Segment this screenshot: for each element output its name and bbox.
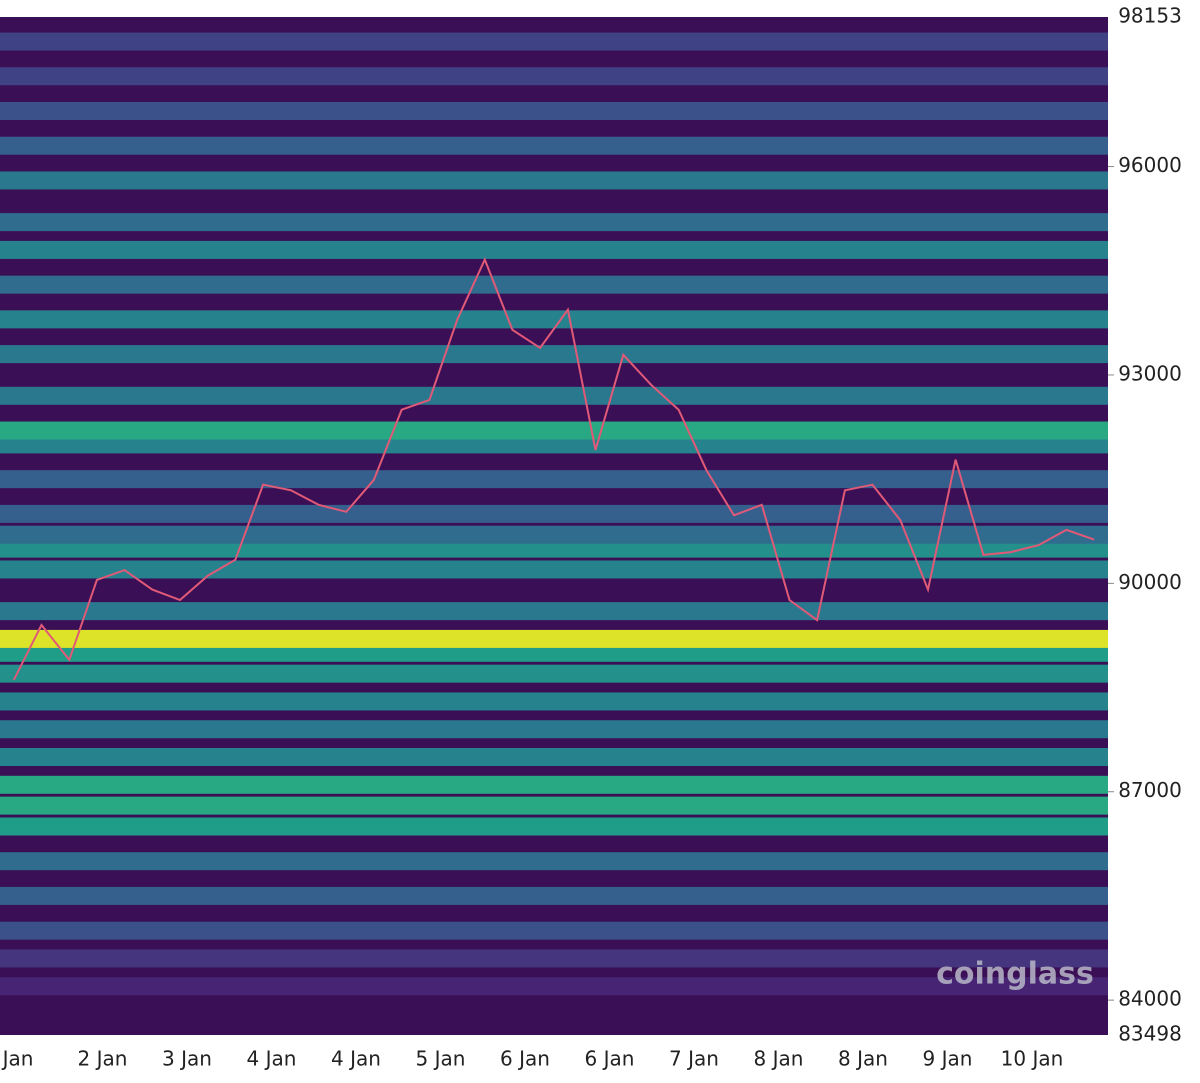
liquidation-band xyxy=(0,310,1108,329)
liquidation-band xyxy=(0,977,1108,996)
x-tick-label: 7 Jan xyxy=(669,1047,719,1071)
liquidation-band xyxy=(0,525,1108,544)
y-tick-label: 93000 xyxy=(1118,361,1182,385)
liquidation-band xyxy=(0,796,1108,815)
x-tick-label: 2 Jan xyxy=(78,1047,128,1071)
liquidation-band xyxy=(0,560,1108,579)
liquidation-band xyxy=(0,643,1108,662)
liquidation-band xyxy=(0,240,1108,259)
liquidation-band xyxy=(0,629,1108,648)
liquidation-band xyxy=(0,817,1108,836)
liquidation-band xyxy=(0,136,1108,155)
liquidation-band xyxy=(0,435,1108,454)
x-tick-label: 8 Jan xyxy=(754,1047,804,1071)
liquidation-band xyxy=(0,386,1108,405)
price-line xyxy=(12,257,1095,681)
x-tick-label: 8 Jan xyxy=(838,1047,888,1071)
y-tick-label: 90000 xyxy=(1118,570,1182,594)
liquidation-band xyxy=(0,886,1108,905)
liquidation-band xyxy=(0,32,1108,51)
liquidation-band xyxy=(0,775,1108,794)
liquidation-band xyxy=(0,949,1108,968)
liquidation-band xyxy=(0,421,1108,440)
liquidation-band xyxy=(0,101,1108,120)
y-tick-label: 96000 xyxy=(1118,153,1182,177)
x-tick-label: Jan xyxy=(1,1047,34,1071)
x-tick-label: 6 Jan xyxy=(585,1047,635,1071)
liquidation-band xyxy=(0,504,1108,523)
liquidation-band xyxy=(0,852,1108,871)
x-tick-label: 3 Jan xyxy=(162,1047,212,1071)
x-tick-label: 10 Jan xyxy=(1001,1047,1064,1071)
x-tick-label: 4 Jan xyxy=(331,1047,381,1071)
liquidation-band xyxy=(0,275,1108,294)
liquidation-band xyxy=(0,171,1108,190)
y-axis-min: 83498 xyxy=(1118,1022,1182,1046)
liquidation-band xyxy=(0,720,1108,739)
y-axis-max: 98153 xyxy=(1118,4,1182,28)
liquidation-band xyxy=(0,921,1108,940)
watermark: coinglass xyxy=(936,957,1094,992)
x-tick-label: 6 Jan xyxy=(500,1047,550,1071)
x-tick-label: 5 Jan xyxy=(416,1047,466,1071)
x-tick-label: 9 Jan xyxy=(923,1047,973,1071)
liquidation-band xyxy=(0,470,1108,489)
liquidation-band xyxy=(0,213,1108,232)
liquidation-band xyxy=(0,67,1108,86)
liquidation-band xyxy=(0,692,1108,711)
liquidation-band xyxy=(0,748,1108,767)
liquidation-band xyxy=(0,664,1108,683)
x-tick-label: 4 Jan xyxy=(247,1047,297,1071)
liquidation-band xyxy=(0,345,1108,364)
y-tick-label: 84000 xyxy=(1118,987,1182,1011)
liquidation-band xyxy=(0,602,1108,621)
y-tick-label: 87000 xyxy=(1118,778,1182,802)
